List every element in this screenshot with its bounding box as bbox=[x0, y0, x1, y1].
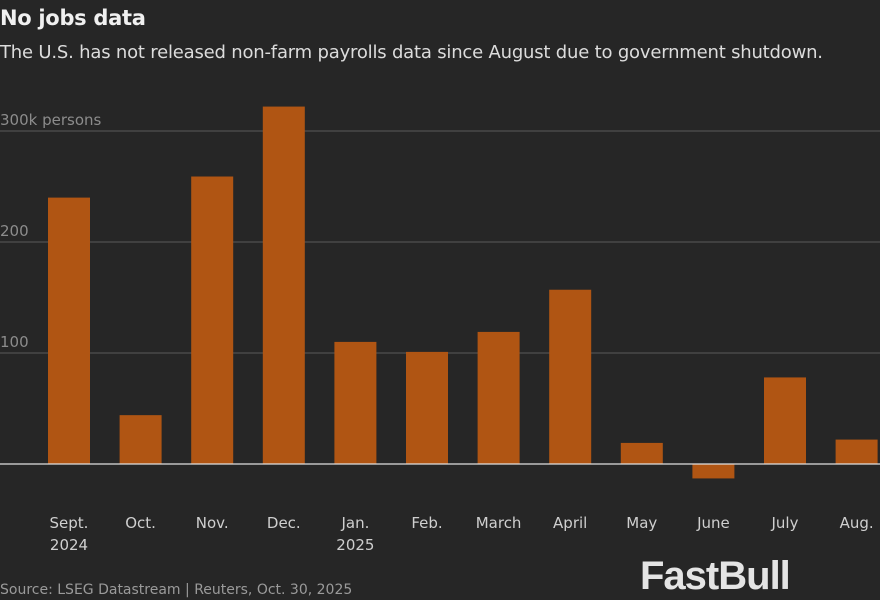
bar-june bbox=[692, 464, 735, 479]
bar-march bbox=[477, 331, 520, 464]
bar-july bbox=[764, 377, 806, 464]
y-tick-label: 300k persons bbox=[0, 111, 102, 129]
x-tick-label: Nov. bbox=[196, 514, 229, 532]
bar-april bbox=[549, 289, 592, 464]
x-tick-label: July bbox=[771, 514, 799, 532]
chart-title: No jobs data bbox=[0, 6, 146, 30]
x-tick-label: Feb. bbox=[411, 514, 442, 532]
bar-oct bbox=[119, 415, 162, 464]
y-tick-label: 200 bbox=[0, 222, 29, 240]
bar-sept bbox=[48, 197, 90, 464]
bar-jan bbox=[334, 341, 377, 464]
bar-dec bbox=[262, 106, 305, 464]
bar-feb bbox=[406, 351, 448, 464]
x-tick-label: Dec. bbox=[267, 514, 301, 532]
x-tick-label: Jan. bbox=[340, 514, 369, 532]
x-tick-label: April bbox=[553, 514, 587, 532]
x-tick-year-label: 2024 bbox=[50, 536, 88, 554]
x-tick-label: Sept. bbox=[50, 514, 89, 532]
x-tick-label: May bbox=[626, 514, 657, 532]
fastbull-watermark: FastBull bbox=[640, 554, 791, 598]
x-tick-label: Oct. bbox=[125, 514, 156, 532]
x-tick-label: March bbox=[476, 514, 522, 532]
y-tick-label: 100 bbox=[0, 333, 29, 351]
bar-aug bbox=[835, 439, 878, 464]
x-tick-year-label: 2025 bbox=[336, 536, 374, 554]
chart-subtitle: The U.S. has not released non-farm payro… bbox=[0, 42, 823, 63]
bar-nov bbox=[191, 176, 234, 464]
source-note: Source: LSEG Datastream | Reuters, Oct. … bbox=[0, 582, 353, 598]
x-tick-label: June bbox=[696, 514, 730, 532]
x-tick-label: Aug. bbox=[840, 514, 874, 532]
bar-may bbox=[620, 442, 663, 464]
